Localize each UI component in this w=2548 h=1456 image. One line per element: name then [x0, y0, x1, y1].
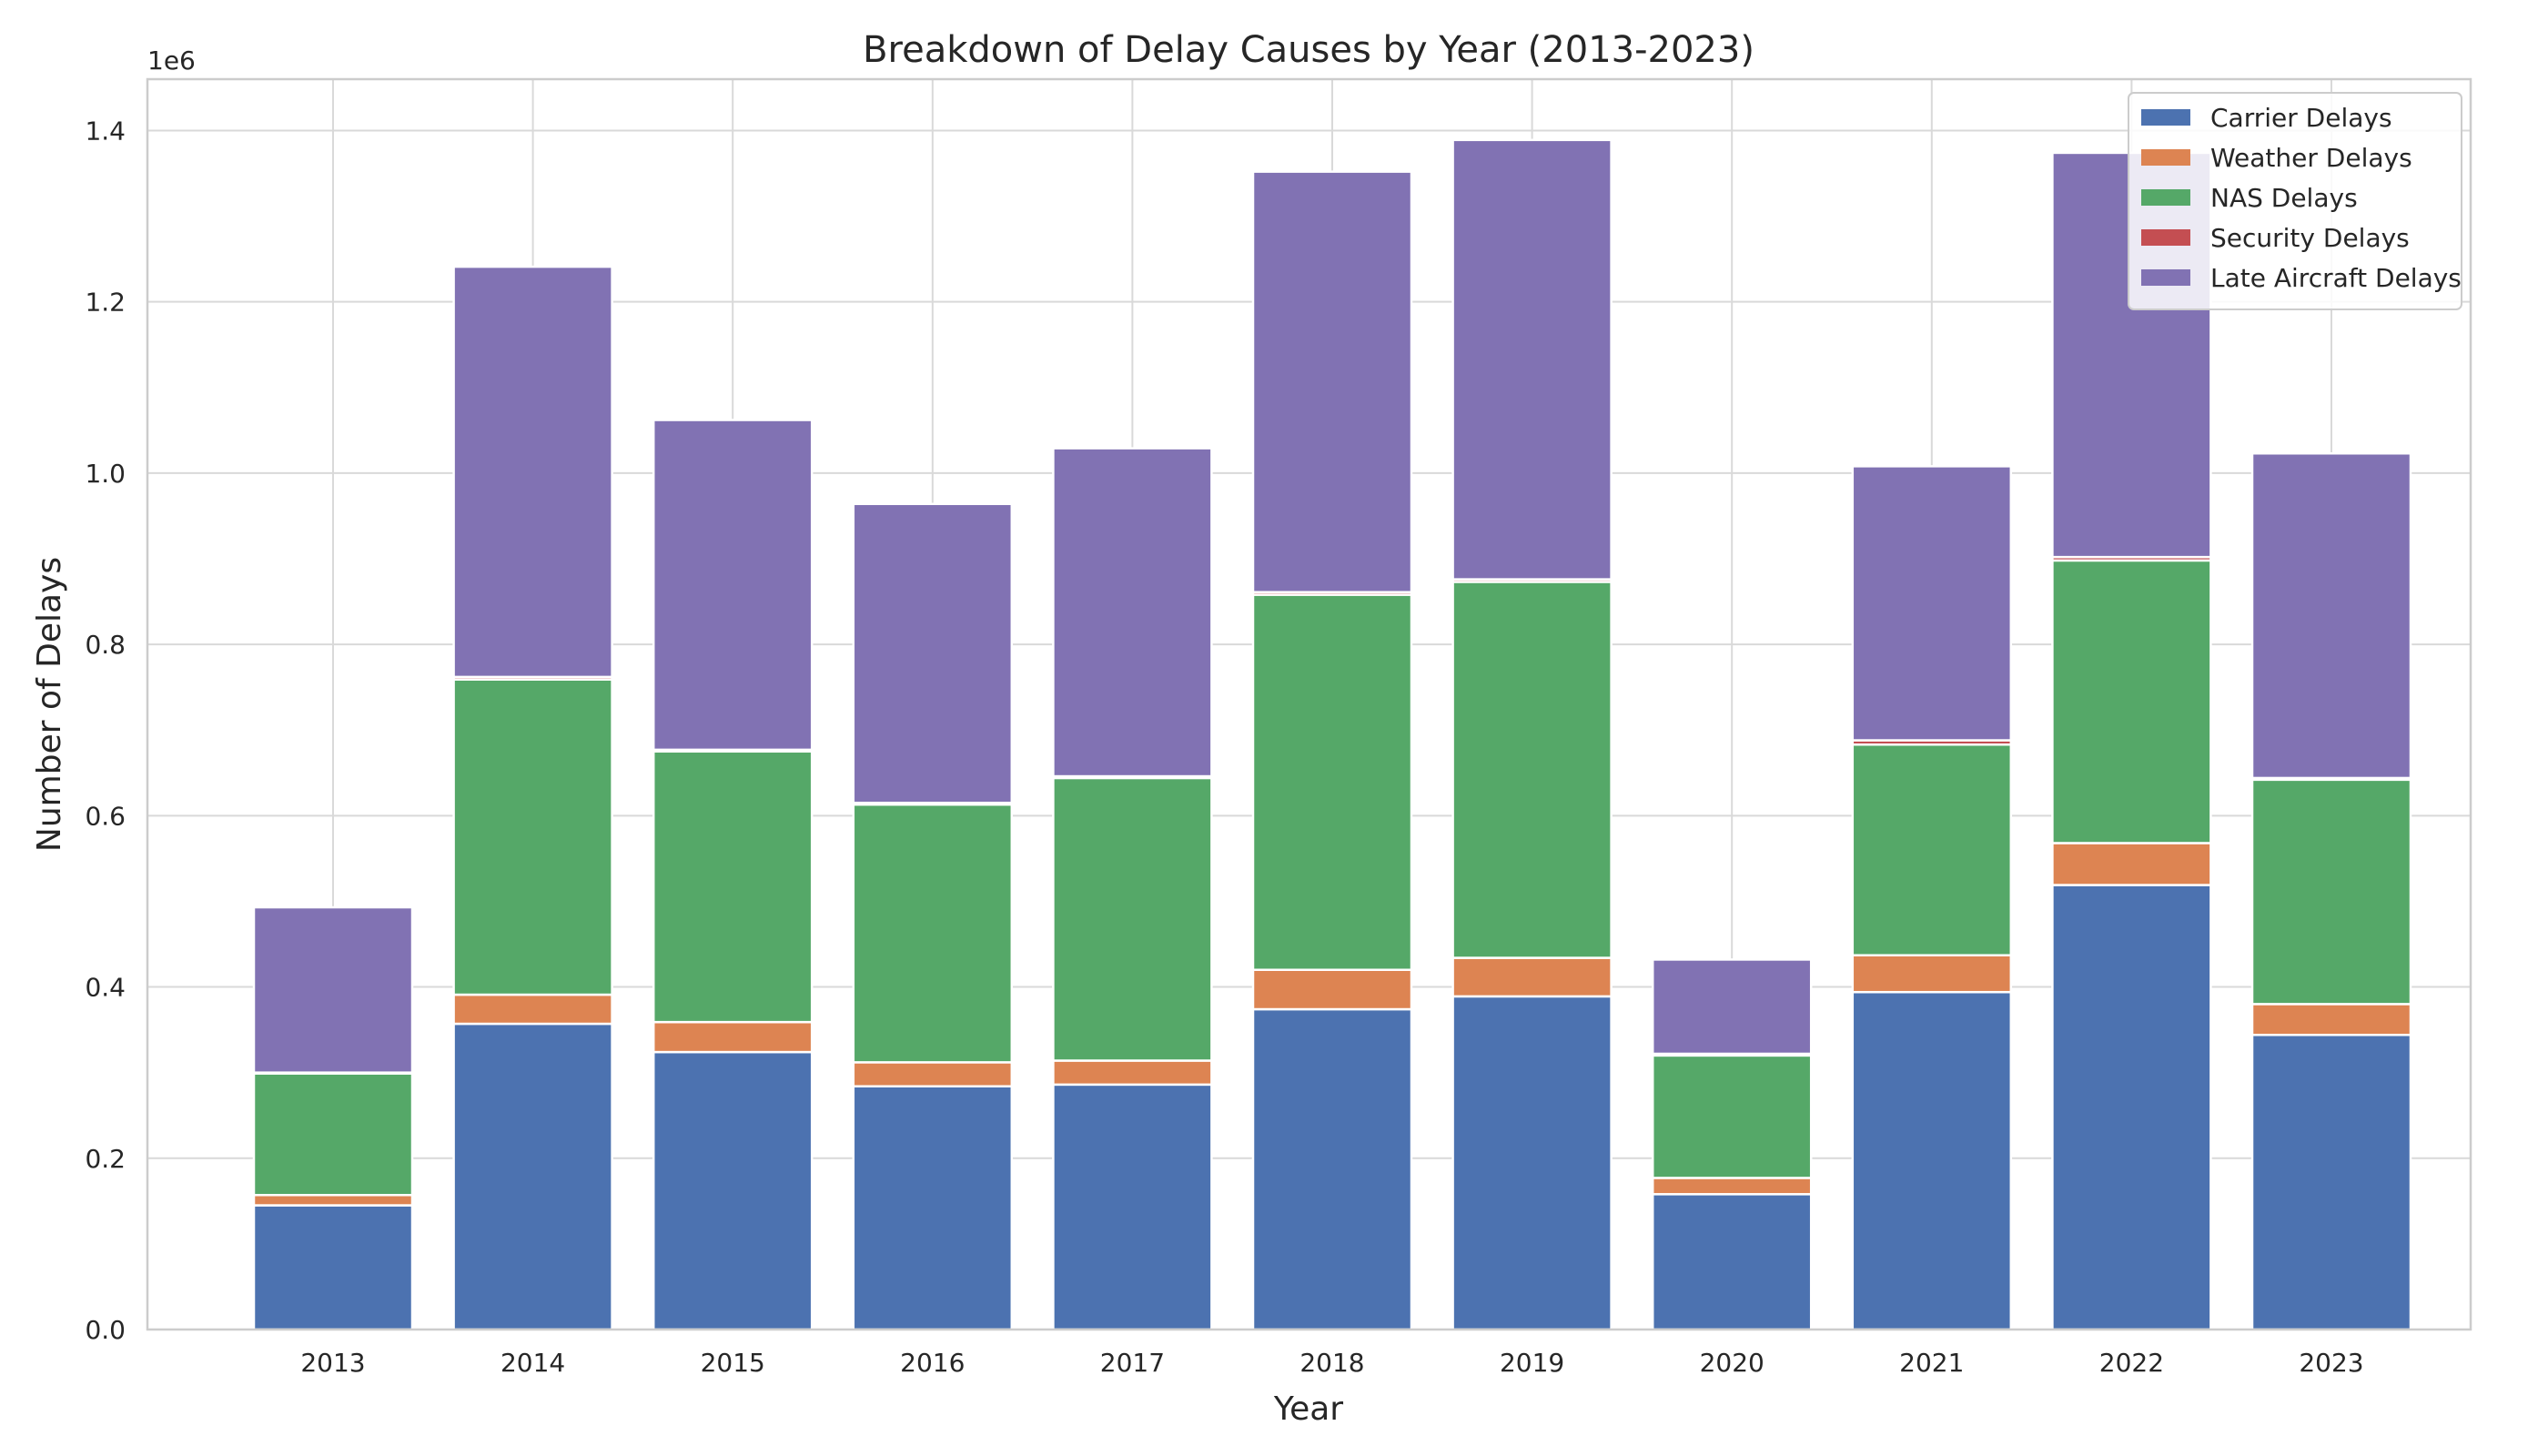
bar-segment	[1851, 743, 2013, 956]
x-tick-label: 2013	[300, 1348, 365, 1378]
x-tick-label: 2016	[900, 1348, 965, 1378]
bar-segment	[1451, 138, 1613, 581]
bar-segment	[852, 803, 1014, 1064]
legend-label: Security Delays	[2210, 223, 2410, 253]
chart-title: Breakdown of Delay Causes by Year (2013-…	[863, 29, 1754, 71]
x-axis-label: Year	[1273, 1390, 1343, 1428]
y-tick-label: 1.0	[85, 459, 126, 489]
bar-segment	[1052, 1059, 1213, 1087]
legend-swatch	[2141, 109, 2190, 126]
bar-segment	[1251, 968, 1413, 1011]
legend-swatch	[2141, 189, 2190, 206]
bar-segment	[452, 1022, 613, 1331]
y-tick-label: 0.0	[85, 1315, 126, 1345]
bar-segment	[1052, 776, 1213, 1062]
bars	[252, 138, 2412, 1331]
bar-segment	[1451, 995, 1613, 1331]
bar-segment	[452, 265, 613, 679]
y-tick-label: 0.4	[85, 973, 126, 1003]
bar-segment	[1851, 990, 2013, 1331]
x-tick-label: 2018	[1299, 1348, 1364, 1378]
bar-segment	[2051, 559, 2212, 844]
bar-segment	[652, 1020, 814, 1054]
bar-segment	[1052, 447, 1213, 778]
bar-segment	[1651, 1177, 1813, 1196]
bar-segment	[1851, 465, 2013, 742]
legend-label: Weather Delays	[2210, 143, 2412, 173]
bar-segment	[2250, 1034, 2412, 1331]
legend-swatch	[2141, 149, 2190, 166]
y-tick-label: 1.2	[85, 288, 126, 318]
bar-segment	[2250, 452, 2412, 780]
x-tick-label: 2022	[2099, 1348, 2164, 1378]
bar-segment	[852, 1085, 1014, 1331]
x-tick-label: 2021	[1899, 1348, 1964, 1378]
bar-segment	[1251, 170, 1413, 593]
bar-segment	[1451, 956, 1613, 998]
bar-segment	[1651, 1193, 1813, 1331]
legend: Carrier Delays Weather Delays NAS Delays Se…	[2128, 92, 2462, 310]
bar-segment	[1451, 581, 1613, 959]
bar-segment	[2250, 778, 2412, 1006]
bar-segment	[652, 1050, 814, 1331]
bar-segment	[852, 502, 1014, 804]
legend-label: Late Aircraft Delays	[2210, 263, 2462, 293]
y-tick-label: 0.8	[85, 630, 126, 660]
y-tick-label: 0.2	[85, 1144, 126, 1174]
bar-segment	[1251, 593, 1413, 971]
bar-segment	[252, 905, 414, 1074]
bar-segment	[2051, 884, 2212, 1331]
y-tick-label: 0.6	[85, 801, 126, 831]
legend-swatch	[2141, 229, 2190, 246]
bar-segment	[452, 993, 613, 1026]
bar-segment	[252, 1193, 414, 1207]
x-tick-label: 2017	[1100, 1348, 1165, 1378]
bar-segment	[1651, 958, 1813, 1056]
legend-label: NAS Delays	[2210, 183, 2358, 213]
bar-segment	[2250, 1003, 2412, 1036]
bar-segment	[852, 1061, 1014, 1087]
bar-segment	[652, 750, 814, 1024]
bar-segment	[1251, 1007, 1413, 1331]
x-tick-label: 2023	[2299, 1348, 2363, 1378]
legend-swatch	[2141, 269, 2190, 286]
y-tick-label: 1.4	[85, 116, 126, 146]
bar-segment	[252, 1204, 414, 1331]
bar-segment	[452, 678, 613, 996]
x-tick-label: 2015	[701, 1348, 765, 1378]
legend-label: Carrier Delays	[2210, 103, 2392, 133]
bar-segment	[2051, 842, 2212, 886]
bar-segment	[1052, 1083, 1213, 1331]
x-tick-label: 2014	[500, 1348, 565, 1378]
bar-segment	[252, 1072, 414, 1197]
legend-box	[2128, 92, 2462, 310]
y-axis-ticks: 0.0 0.2 0.4 0.6 0.8 1.0 1.2 1.4	[85, 116, 126, 1345]
plot-frame	[146, 77, 2472, 1331]
x-tick-label: 2020	[1700, 1348, 1764, 1378]
y-axis-label: Number of Delays	[31, 557, 68, 852]
x-axis-ticks: 2013 2014 2015 2016 2017 2018 2019 2020 2021 2022…	[300, 1348, 2363, 1378]
bar-segment	[652, 419, 814, 752]
bar-segment	[1851, 954, 2013, 994]
y-offset-label: 1e6	[147, 46, 196, 76]
x-tick-label: 2019	[1500, 1348, 1564, 1378]
bar-segment	[1651, 1054, 1813, 1179]
